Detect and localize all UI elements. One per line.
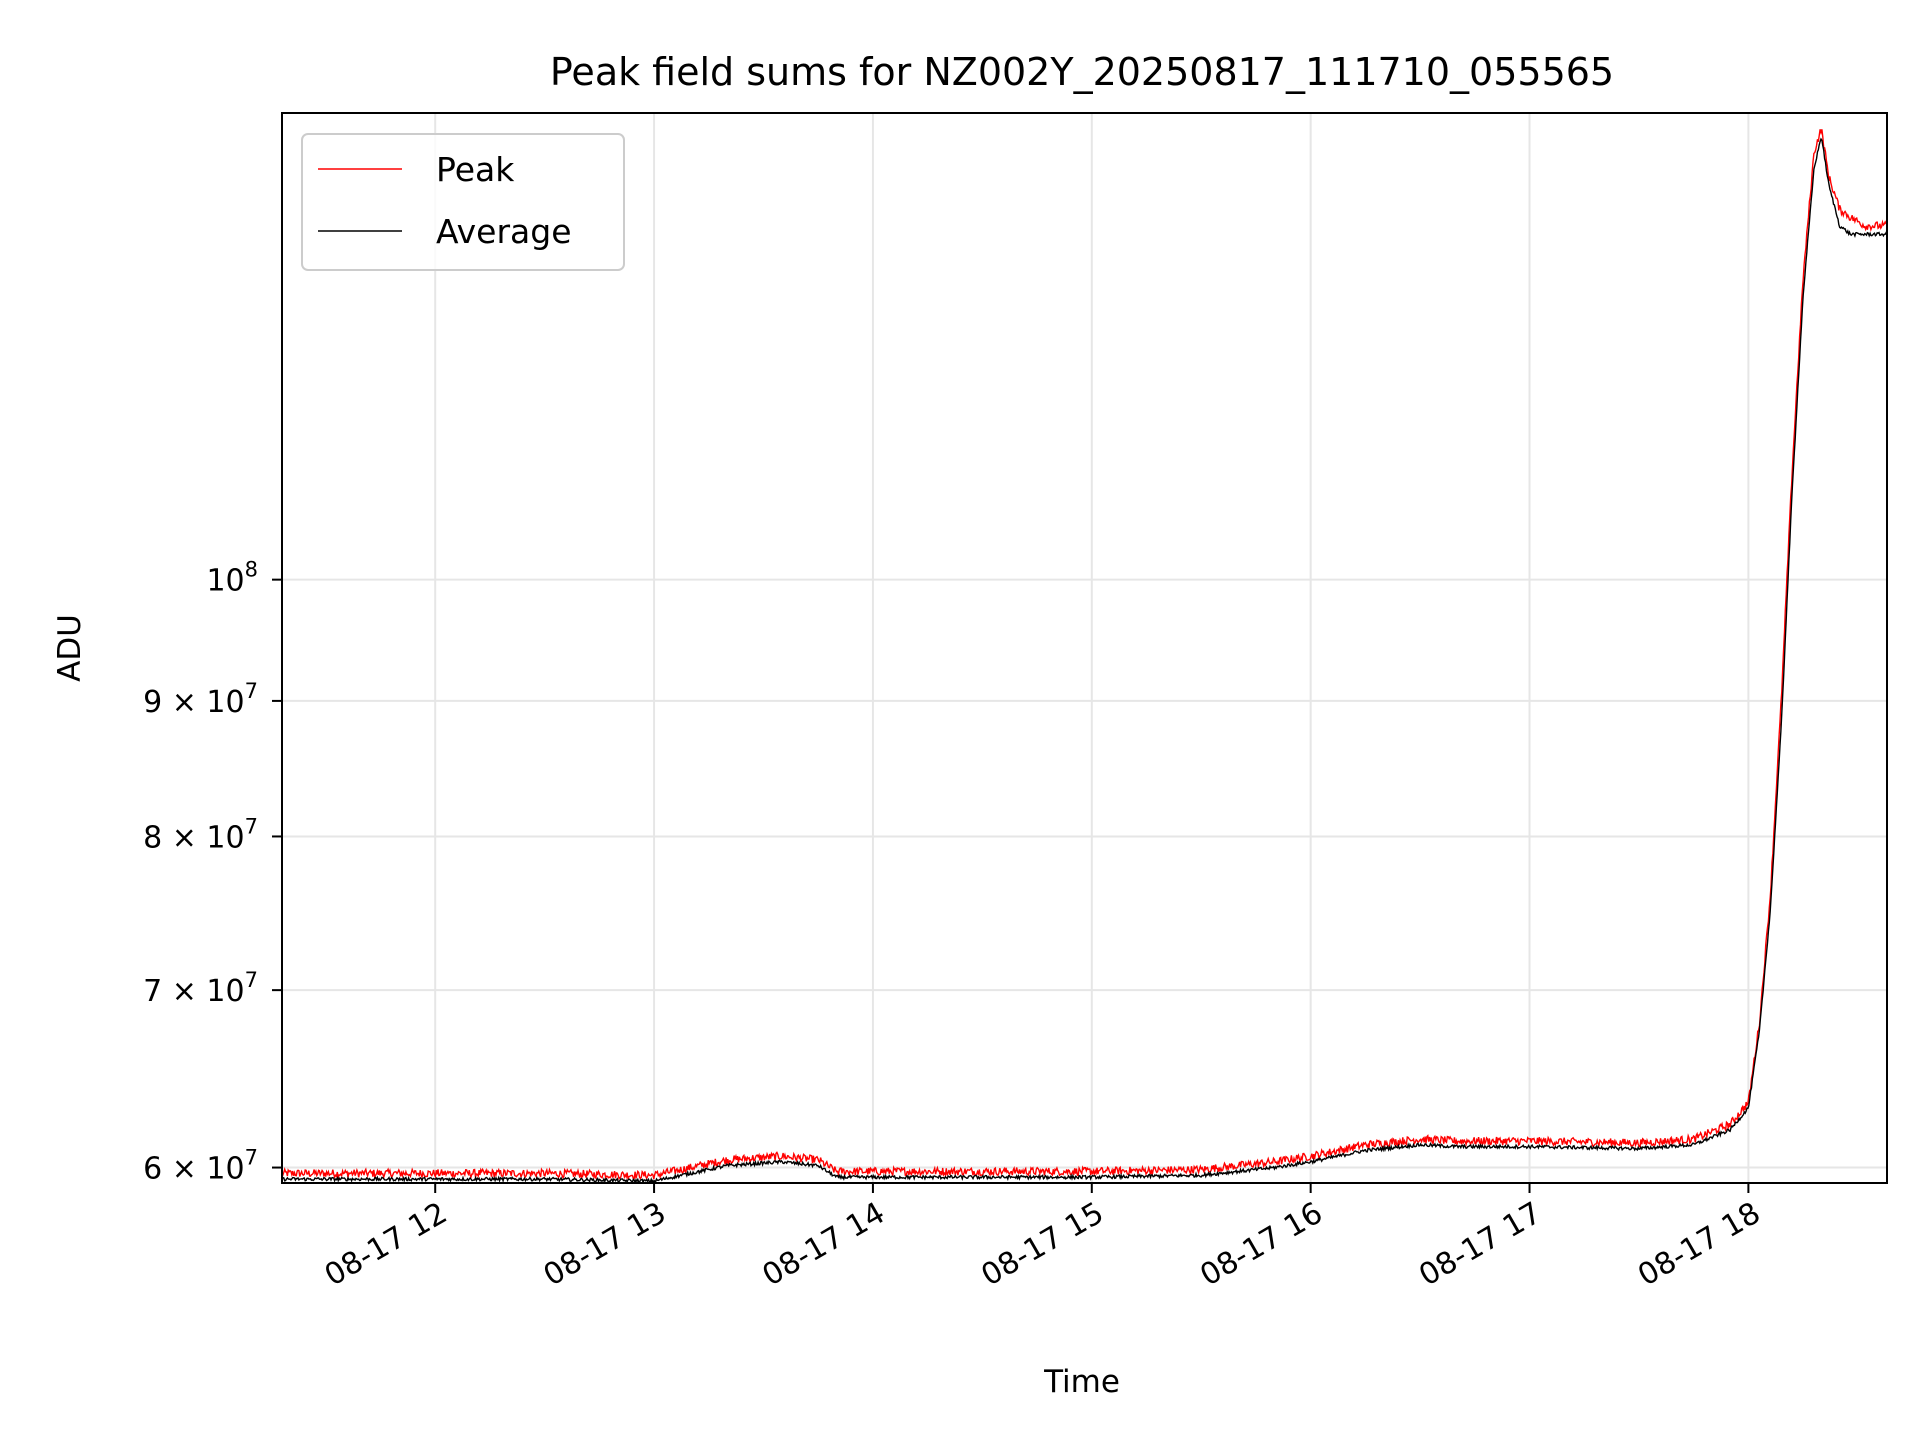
grid [282, 113, 1887, 1183]
series-line-average [282, 137, 1887, 1183]
chart-title: Peak field sums for NZ002Y_20250817_1117… [550, 50, 1614, 94]
y-tick-label: 9 × 107 [143, 679, 258, 720]
legend-box [301, 133, 625, 271]
legend-label-peak: Peak [436, 150, 515, 189]
plot-frame [281, 112, 1888, 1184]
y-axis: 6 × 107 7 × 107 8 × 107 9 × 107 108 [143, 558, 282, 1187]
y-tick-label: 108 [206, 558, 258, 599]
y-tick-label: 7 × 107 [143, 968, 258, 1009]
y-tick-label: 6 × 107 [143, 1146, 258, 1187]
x-axis-label: Time [1043, 1364, 1120, 1400]
series-line-peak [282, 129, 1887, 1182]
legend-label-average: Average [436, 212, 572, 251]
y-tick-label: 8 × 107 [143, 814, 258, 855]
legend: Peak Average [301, 133, 625, 271]
series-layer [282, 129, 1887, 1183]
y-axis-label: ADU [52, 614, 88, 682]
